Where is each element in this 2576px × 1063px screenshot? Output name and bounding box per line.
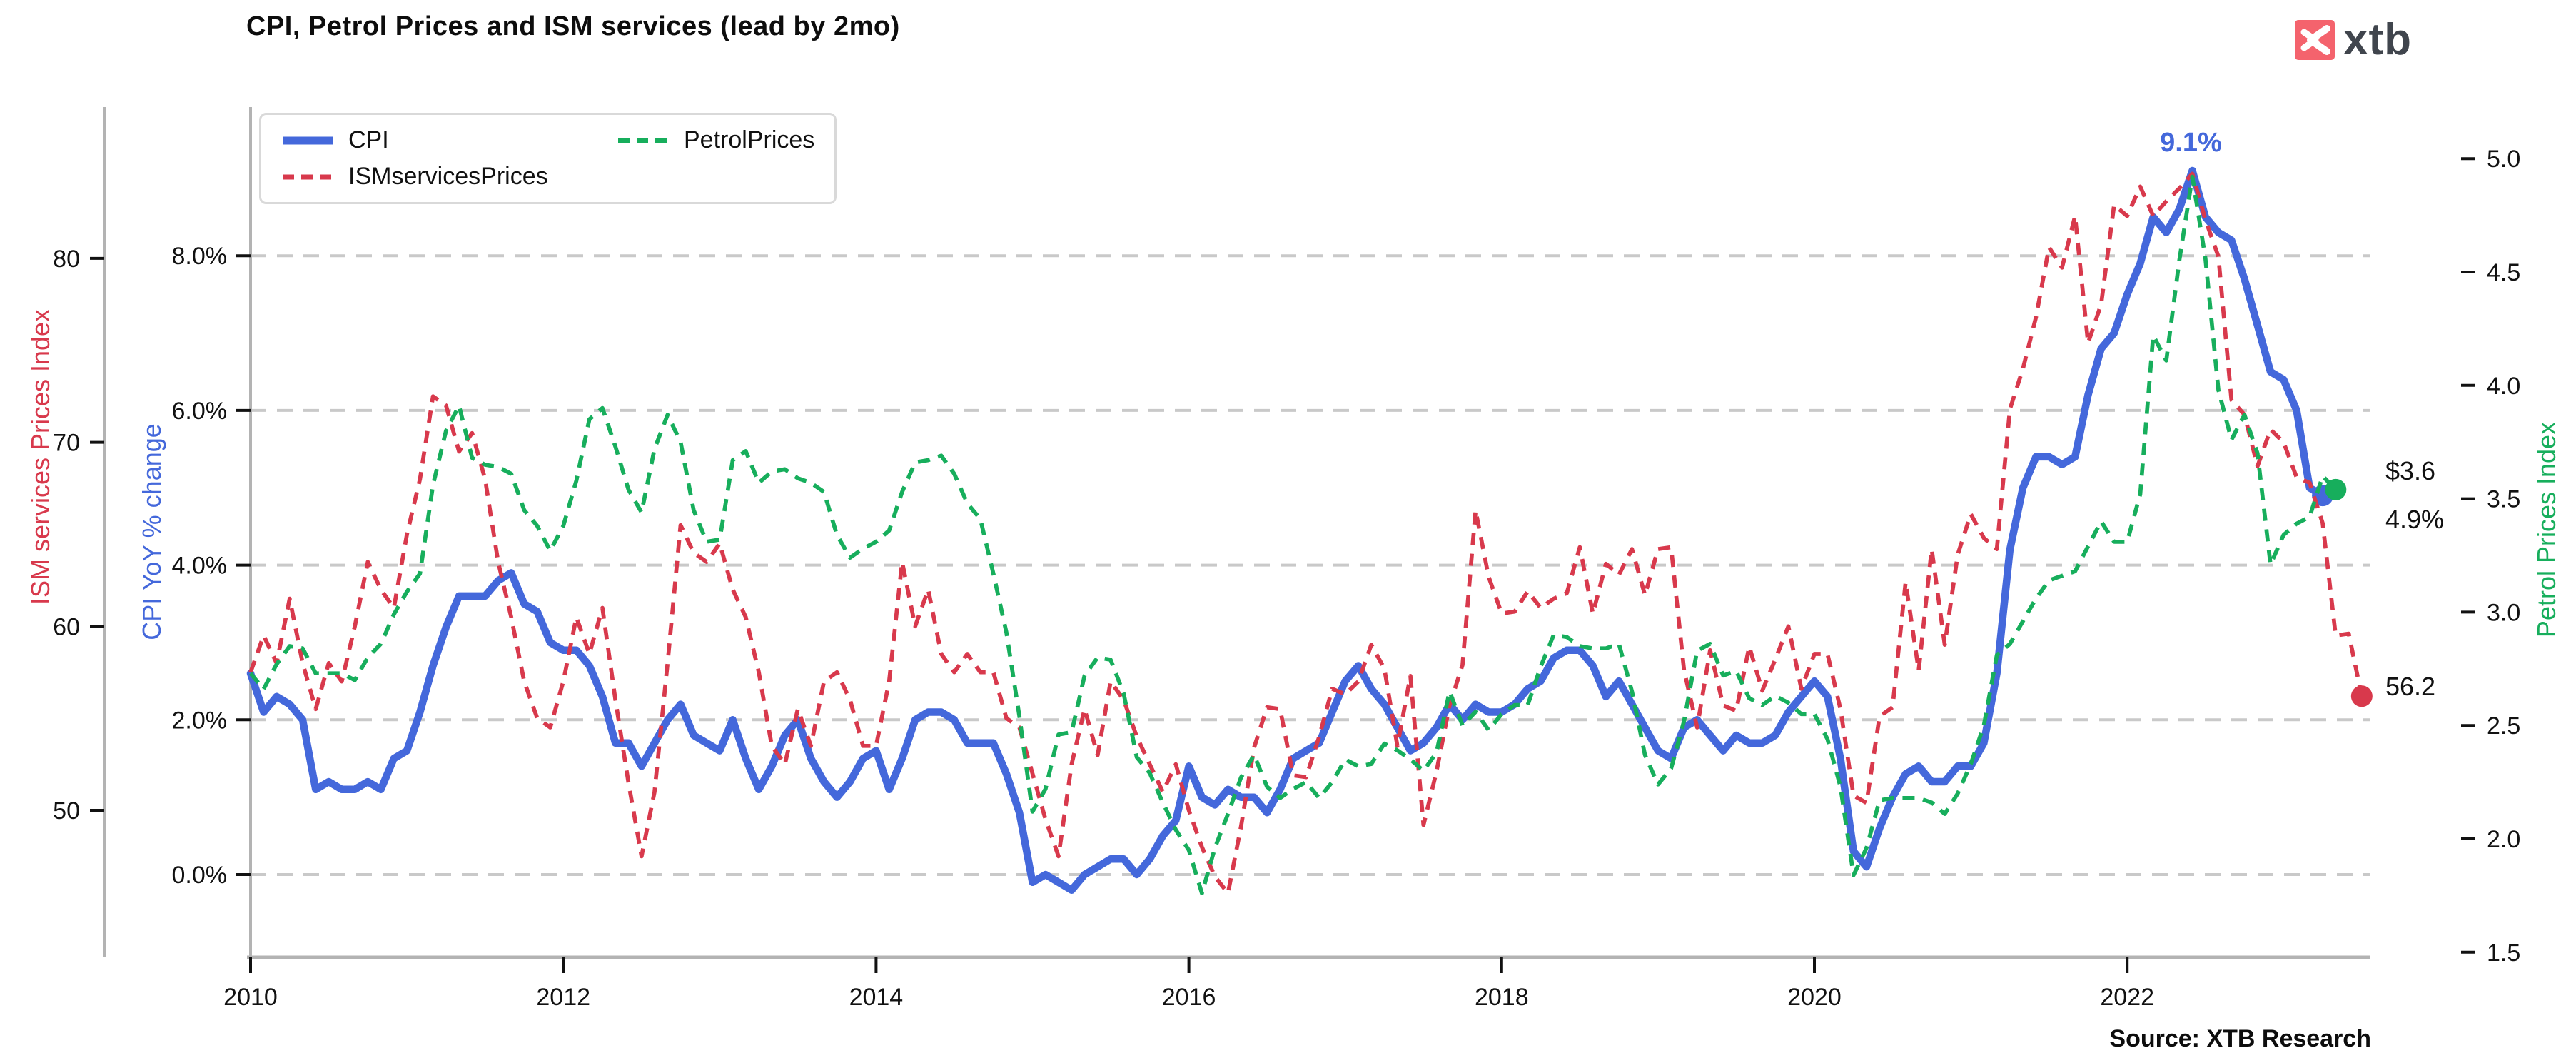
xtb-logo: xtb — [2295, 15, 2412, 64]
legend-item-ISMservicesPrices: ISMservicesPrices — [281, 163, 610, 191]
ism-tick-label: 70 — [53, 430, 80, 457]
series-ISMservicesPrices — [248, 171, 2364, 895]
legend-label: CPI — [348, 126, 389, 153]
petrol-tick-label: 4.5 — [2487, 259, 2520, 286]
ism-tick-label: 60 — [53, 613, 80, 640]
page-title: CPI, Petrol Prices and ISM services (lea… — [246, 11, 900, 41]
legend-item-CPI: CPI — [281, 126, 610, 154]
legend-solid-line-icon — [283, 136, 333, 144]
source-note: Source: XTB Research — [2109, 1025, 2371, 1052]
x-tick-label: 2016 — [1162, 984, 1216, 1011]
x-tick-label: 2022 — [2100, 984, 2154, 1011]
cpi-tick-label: 0.0% — [172, 862, 228, 889]
x-tick-label: 2018 — [1475, 984, 1529, 1011]
cpi-tick-label: 8.0% — [172, 243, 228, 270]
petrol-tick-label: 3.0 — [2487, 599, 2520, 626]
ism-tick-label: 50 — [53, 797, 80, 825]
series-ISMservicesPrices-end-dot — [2350, 685, 2373, 707]
petrol-tick-label: 5.0 — [2487, 146, 2520, 173]
x-tick-label: 2020 — [1787, 984, 1842, 1011]
cpi-tick-label: 6.0% — [172, 398, 228, 425]
series-PetrolPrices-end-dot — [2325, 478, 2347, 500]
legend-dashed-line-icon — [283, 174, 333, 179]
legend: CPI PetrolPrices ISMservicesPrices — [259, 113, 837, 204]
petrol-tick-label: 4.0 — [2487, 373, 2520, 400]
x-tick-label: 2010 — [223, 984, 278, 1011]
petrol-tick-label: 2.5 — [2487, 712, 2520, 740]
annotation-petrol-end: $3.6 — [2385, 456, 2435, 485]
annotation-ism-end: 56.2 — [2385, 672, 2435, 701]
annotation-cpi-end: 4.9% — [2385, 505, 2444, 534]
legend-item-PetrolPrices: PetrolPrices — [617, 126, 814, 154]
legend-label: ISMservicesPrices — [348, 163, 548, 190]
petrol-tick-label: 1.5 — [2487, 939, 2520, 967]
x-tick-label: 2012 — [536, 984, 590, 1011]
cpi-tick-label: 2.0% — [172, 707, 228, 734]
ism-tick-label: 80 — [53, 246, 80, 273]
petrol-tick-label: 2.0 — [2487, 826, 2520, 853]
legend-label: PetrolPrices — [684, 126, 815, 153]
legend-dashed-line-icon — [618, 138, 668, 143]
xtb-logo-text: xtb — [2343, 15, 2412, 64]
petrol-tick-label: 3.5 — [2487, 486, 2520, 513]
series-CPI — [246, 166, 2327, 894]
cpi-tick-label: 4.0% — [172, 553, 228, 580]
x-tick-label: 2014 — [849, 984, 904, 1011]
xtb-logo-icon — [2295, 20, 2335, 60]
annotation-cpi-peak: 9.1% — [2160, 128, 2222, 158]
series-PetrolPrices — [248, 174, 2338, 896]
